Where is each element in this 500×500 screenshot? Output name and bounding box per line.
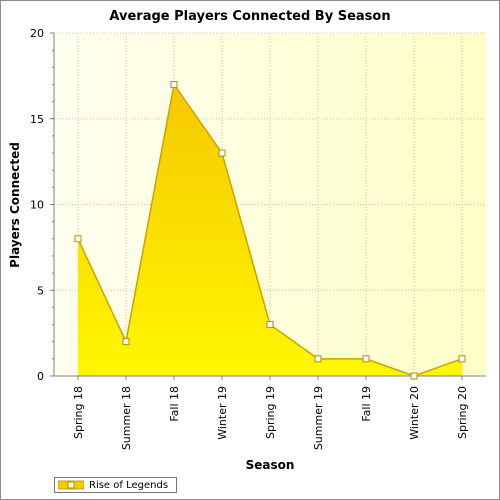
x-tick-label: Summer 19	[312, 386, 325, 450]
legend-label: Rise of Legends	[89, 479, 169, 491]
y-tick-label: 5	[37, 284, 44, 297]
data-point-marker	[266, 321, 274, 329]
data-markers	[74, 80, 466, 380]
chart-title: Average Players Connected By Season	[109, 9, 391, 24]
legend-swatch	[58, 480, 84, 490]
x-tick-label: Summer 18	[120, 386, 133, 450]
x-tick-label: Spring 20	[456, 386, 469, 439]
legend: Rise of Legends	[54, 477, 178, 493]
y-axis-title: Players Connected	[8, 142, 22, 268]
data-point-marker	[122, 338, 130, 346]
data-point-marker	[314, 355, 322, 363]
x-tick-label: Spring 19	[264, 386, 277, 439]
x-tick-label: Spring 18	[72, 386, 85, 439]
y-tick-label: 20	[30, 27, 44, 40]
y-tick-label: 10	[30, 199, 44, 212]
x-tick-label: Winter 19	[216, 386, 229, 440]
data-point-marker	[362, 355, 370, 363]
area-fill	[78, 84, 462, 376]
x-tick-label: Fall 19	[360, 386, 373, 422]
x-tick-label: Fall 18	[168, 386, 181, 422]
y-tick-label: 15	[30, 113, 44, 126]
x-tick-label: Winter 20	[408, 386, 421, 440]
data-point-marker	[74, 235, 82, 243]
data-point-marker	[410, 372, 418, 380]
tick-labels: 0 5 10 15 20 Spring 18 Summer 18 Fall 18 Winter …	[30, 27, 469, 450]
x-axis-title: Season	[246, 458, 295, 472]
data-point-marker	[170, 80, 178, 88]
data-point-marker	[458, 355, 466, 363]
data-point-marker	[218, 149, 226, 157]
y-tick-label: 0	[37, 370, 44, 383]
